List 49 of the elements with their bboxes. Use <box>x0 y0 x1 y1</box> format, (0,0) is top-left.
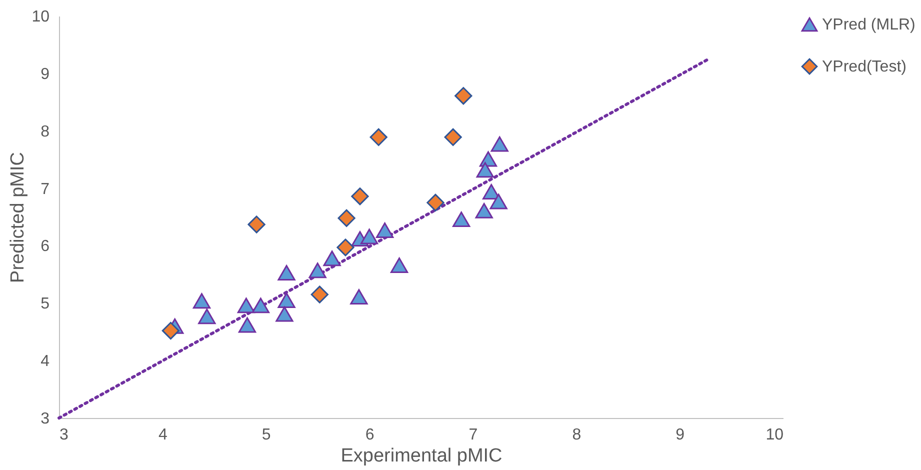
y-tick-label: 7 <box>40 180 50 198</box>
point <box>376 222 394 238</box>
point <box>248 216 266 234</box>
y-tick-label: 5 <box>40 296 50 313</box>
point <box>475 202 493 218</box>
point <box>426 194 444 212</box>
x-tick-label: 4 <box>158 426 168 444</box>
point <box>390 258 408 273</box>
x-tick-label: 3 <box>60 426 68 444</box>
point <box>252 298 270 314</box>
point <box>308 262 326 278</box>
y-tick-label: 3 <box>40 410 50 428</box>
x-tick-label: 6 <box>365 426 374 444</box>
point <box>278 264 296 280</box>
x-tick-label: 9 <box>676 426 685 444</box>
point <box>238 317 256 333</box>
x-tick-label: 5 <box>262 426 271 444</box>
point <box>237 298 256 314</box>
point <box>351 188 369 206</box>
x-axis-title: Experimental pMIC <box>340 446 502 466</box>
point <box>162 322 180 340</box>
legend-label: YPred(Test) <box>822 58 906 76</box>
point <box>454 87 472 105</box>
y-tick-label: 6 <box>40 238 50 256</box>
y-axis-title: Predicted pMIC <box>8 152 29 283</box>
y-tick-label: 9 <box>40 66 50 83</box>
x-tick-label: 7 <box>468 426 478 444</box>
y-tick-label: 4 <box>40 353 50 370</box>
point <box>338 209 356 227</box>
point <box>198 308 216 324</box>
point <box>192 293 211 309</box>
point <box>490 194 508 210</box>
point <box>276 306 294 322</box>
point <box>310 286 328 304</box>
y-tick-label: 10 <box>32 8 50 26</box>
point <box>476 162 494 178</box>
point <box>360 228 378 244</box>
point <box>278 292 296 308</box>
point <box>452 212 470 228</box>
x-tick-label: 8 <box>572 426 582 444</box>
point <box>323 250 341 266</box>
point <box>370 128 388 146</box>
point <box>444 128 462 146</box>
x-tick-label: 10 <box>766 426 784 444</box>
point <box>490 136 508 152</box>
point <box>336 238 354 256</box>
point <box>350 289 368 305</box>
y-tick-label: 8 <box>40 123 50 140</box>
legend-label: YPred (MLR) <box>822 16 916 34</box>
